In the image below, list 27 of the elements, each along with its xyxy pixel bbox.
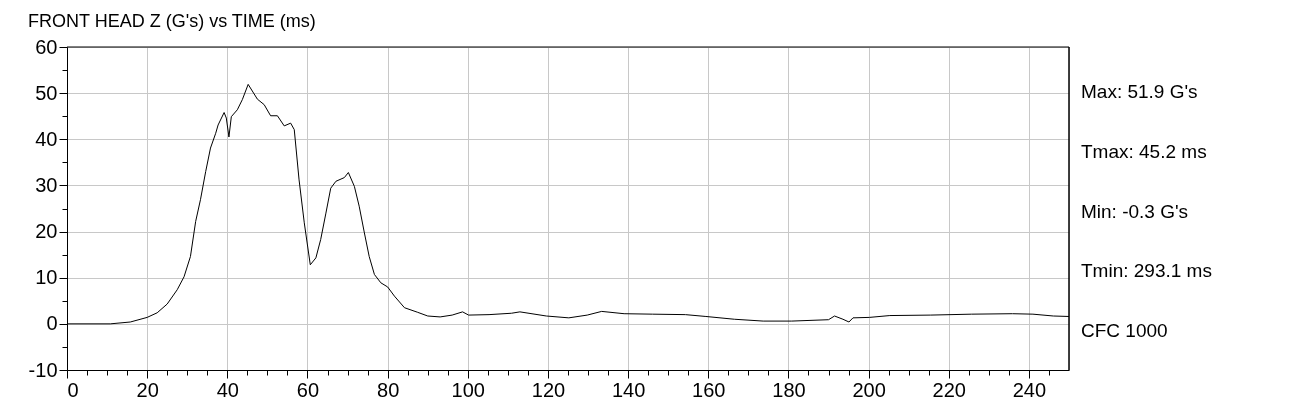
x-tick-label: 120: [531, 378, 566, 401]
text: Min: -0.3 G's: [1081, 200, 1189, 222]
x-tick-label: 100: [451, 378, 485, 401]
x-tick-label: 20: [136, 378, 159, 401]
text: Max: 51.9 G's: [1081, 81, 1198, 103]
y-tick-label: 30: [35, 173, 58, 196]
x-tick-label: 180: [772, 378, 806, 401]
text: Tmin: 293.1 ms: [1081, 260, 1212, 282]
x-tick-label: 220: [932, 378, 966, 401]
x-tick-label: 0: [67, 378, 79, 401]
text: CFC 1000: [1081, 320, 1168, 342]
x-tick-label: 80: [377, 378, 400, 401]
y-tick-label: 60: [35, 35, 58, 58]
x-tick-label: 160: [692, 378, 726, 401]
text: Tmax: 45.2 ms: [1081, 140, 1207, 162]
x-tick-label: 200: [852, 378, 886, 401]
x-tick-label: 40: [216, 378, 239, 401]
y-tick-label: 20: [35, 220, 58, 243]
y-tick-label: 0: [46, 312, 58, 335]
x-tick-label: 140: [611, 378, 646, 401]
y-tick-label: 40: [35, 127, 58, 150]
y-tick-label: -10: [28, 358, 58, 381]
y-tick-label: 50: [35, 81, 58, 104]
x-tick-label: 60: [296, 378, 320, 401]
y-tick-label: 10: [35, 266, 58, 289]
x-tick-label: 240: [1012, 378, 1047, 401]
chart-title: FRONT HEAD Z (G's) vs TIME (ms): [28, 11, 316, 31]
